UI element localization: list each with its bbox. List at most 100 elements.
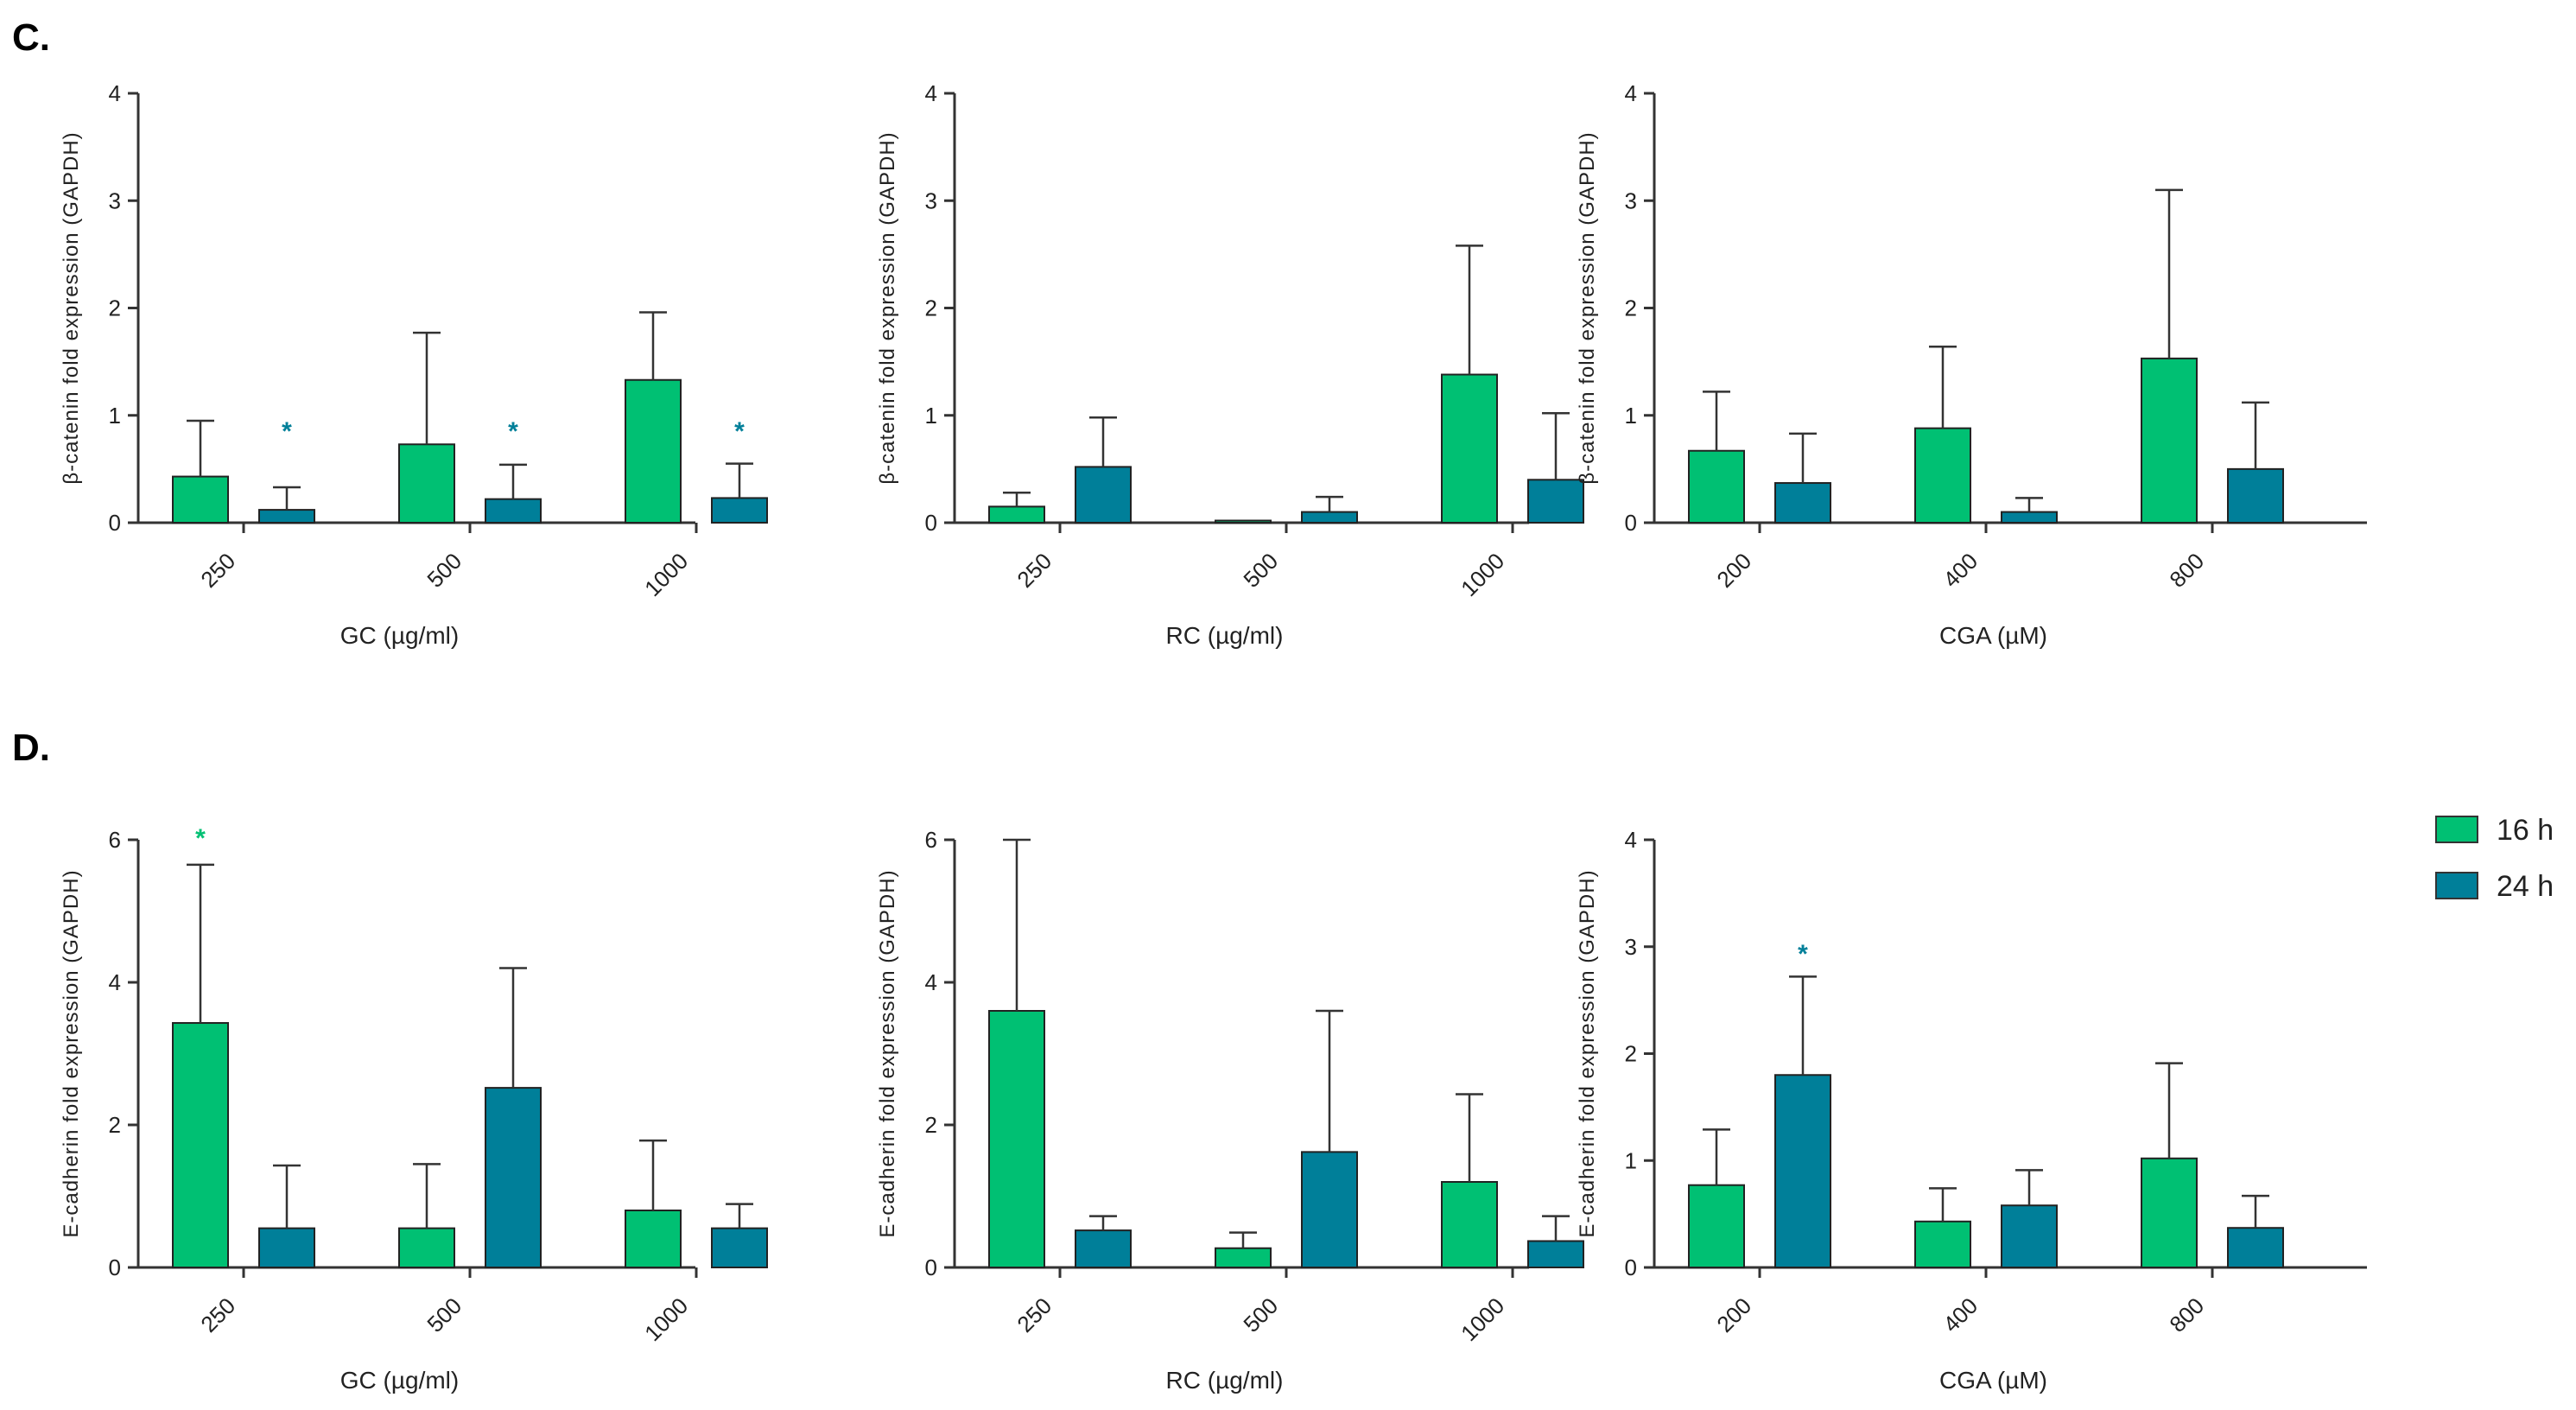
significance-asterisk: *: [195, 824, 206, 853]
bar-24h-250: [1075, 466, 1132, 524]
y-tick-label: 6: [925, 827, 937, 853]
x-tick-label: 400: [1938, 548, 1983, 593]
y-axis-title: β-catenin fold expression (GAPDH): [876, 131, 899, 484]
y-tick-label: 4: [1625, 80, 1637, 106]
bar-16h-200: [1688, 449, 1745, 524]
chart-0: 0 1 2 3 4 β-catenin fold expression (GAPDH) 25…: [60, 80, 768, 649]
y-tick-label: 1: [1625, 403, 1637, 429]
bar-16h-800: [2141, 357, 2198, 524]
x-tick-label: 1000: [639, 1292, 693, 1346]
x-tick-label: 1000: [1456, 1292, 1509, 1346]
y-tick-label: 2: [1625, 295, 1637, 321]
bar-16h-1000: [625, 1210, 682, 1268]
x-axis-title: GC (µg/ml): [340, 622, 459, 649]
significance-asterisk: *: [734, 417, 745, 446]
y-tick-label: 0: [1625, 1254, 1637, 1280]
bar-16h-500: [1215, 519, 1272, 524]
bar-24h-400: [2001, 511, 2058, 524]
significance-asterisk: *: [282, 417, 292, 446]
bar-16h-250: [172, 1022, 229, 1269]
bar-16h-400: [1914, 427, 1971, 524]
bar-24h-250: [1075, 1229, 1132, 1268]
bar-16h-500: [1215, 1247, 1272, 1268]
bar-16h-1000: [1441, 373, 1498, 524]
x-axis-title: CGA (µM): [1939, 1367, 2047, 1394]
y-tick-label: 2: [109, 1112, 121, 1138]
chart-1: 0 1 2 3 4 β-catenin fold expression (GAPDH) 25…: [876, 80, 1584, 649]
x-tick-label: 500: [422, 548, 466, 593]
bar-24h-800: [2227, 467, 2284, 524]
significance-asterisk: *: [508, 417, 518, 446]
bar-16h-500: [398, 443, 455, 524]
legend-swatch-24h: [2435, 872, 2478, 899]
chart-4: 0 2 4 6 E-cadherin fold expression (GAPDH) 25…: [876, 827, 1584, 1394]
panel-label-d: D.: [12, 727, 50, 769]
bar-24h-1000: [1527, 479, 1584, 524]
bar-24h-200: [1774, 482, 1831, 524]
chart-3: 0 2 4 6 E-cadherin fold expression (GAPDH) 25…: [60, 824, 768, 1394]
y-tick-label: 4: [109, 80, 121, 106]
bar-16h-250: [988, 1010, 1045, 1268]
chart-2: 0 1 2 3 4 β-catenin fold expression (GAPDH) 20…: [1576, 80, 2367, 649]
y-tick-label: 3: [1625, 187, 1637, 213]
x-tick-label: 250: [195, 548, 240, 593]
legend: 16 h 24 h: [2435, 814, 2554, 903]
x-tick-label: 400: [1938, 1292, 1983, 1337]
bar-16h-1000: [1441, 1181, 1498, 1268]
x-tick-label: 200: [1711, 548, 1756, 593]
y-tick-label: 2: [925, 1112, 937, 1138]
y-tick-label: 2: [925, 295, 937, 321]
x-axis-title: RC (µg/ml): [1166, 622, 1284, 649]
y-axis-title: β-catenin fold expression (GAPDH): [1576, 131, 1599, 484]
legend-swatch-16h: [2435, 816, 2478, 843]
bar-16h-400: [1914, 1220, 1971, 1268]
x-tick-label: 250: [1012, 1292, 1056, 1337]
y-tick-label: 0: [1625, 510, 1637, 536]
x-tick-label: 1000: [639, 548, 693, 601]
y-tick-label: 1: [925, 403, 937, 429]
y-tick-label: 4: [1625, 827, 1637, 853]
y-tick-label: 2: [1625, 1041, 1637, 1067]
y-tick-label: 0: [925, 510, 937, 536]
x-tick-label: 200: [1711, 1292, 1756, 1337]
bar-16h-800: [2141, 1157, 2198, 1269]
x-tick-label: 500: [422, 1292, 466, 1337]
bar-16h-200: [1688, 1184, 1745, 1269]
x-tick-label: 500: [1238, 548, 1283, 593]
y-tick-label: 3: [925, 187, 937, 213]
y-tick-label: 4: [925, 969, 937, 995]
y-tick-label: 6: [109, 827, 121, 853]
x-axis-title: GC (µg/ml): [340, 1367, 459, 1394]
bar-24h-500: [1301, 1151, 1358, 1268]
y-tick-label: 0: [109, 510, 121, 536]
bar-24h-250: [258, 1227, 315, 1268]
x-tick-label: 250: [1012, 548, 1056, 593]
y-tick-label: 0: [925, 1254, 937, 1280]
x-tick-label: 1000: [1456, 548, 1509, 601]
legend-label-16h: 16 h: [2497, 814, 2554, 847]
chart-5: 0 1 2 3 4 E-cadherin fold expression (GAPDH) 2…: [1576, 827, 2367, 1394]
y-tick-label: 2: [109, 295, 121, 321]
bar-24h-1000: [711, 1227, 768, 1268]
x-axis-title: RC (µg/ml): [1166, 1367, 1284, 1394]
bar-24h-1000: [711, 497, 768, 524]
y-tick-label: 1: [109, 403, 121, 429]
bar-24h-400: [2001, 1204, 2058, 1268]
x-tick-label: 250: [195, 1292, 240, 1337]
bar-24h-500: [485, 498, 542, 524]
y-axis-title: E-cadherin fold expression (GAPDH): [876, 869, 899, 1237]
legend-label-24h: 24 h: [2497, 870, 2554, 903]
bar-24h-200: [1774, 1074, 1831, 1268]
bar-24h-250: [258, 509, 315, 524]
bar-24h-1000: [1527, 1240, 1584, 1268]
bar-16h-250: [172, 475, 229, 524]
bar-16h-500: [398, 1227, 455, 1268]
y-tick-label: 0: [109, 1254, 121, 1280]
y-axis-title: β-catenin fold expression (GAPDH): [60, 131, 83, 484]
y-tick-label: 1: [1625, 1147, 1637, 1173]
bar-24h-500: [485, 1087, 542, 1268]
y-axis-title: E-cadherin fold expression (GAPDH): [60, 869, 83, 1237]
y-tick-label: 4: [109, 969, 121, 995]
